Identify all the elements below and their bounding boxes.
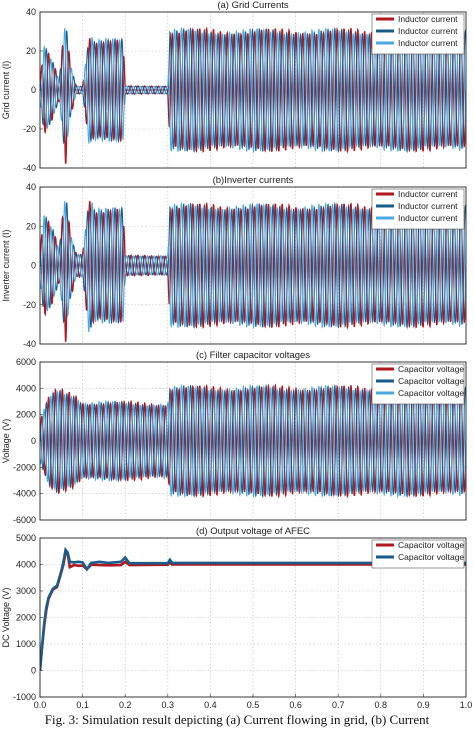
series-line-1 [40, 26, 466, 164]
y-axis-label: Voltage (V) [1, 419, 11, 464]
y-tick-label: 2000 [16, 410, 36, 420]
plot-frame [39, 361, 467, 521]
x-tick-label: 1.0 [460, 700, 473, 710]
chart-panel-c: -6000 -4000 -2000 0 2000 4000 6000 Voltage (V) (… [1, 350, 467, 525]
y-axis-label: Grid current (I) [1, 61, 11, 120]
legend-label: Inductor current [398, 26, 458, 36]
legend: Capacitor voltage Capacitor voltage Capaci… [371, 363, 465, 405]
legend-label: Capacitor voltage [398, 540, 464, 550]
series-line-2 [40, 201, 466, 330]
chart-title: (a) Grid Currents [217, 0, 289, 11]
series-line-1 [40, 200, 466, 342]
y-tick-label: 0 [31, 666, 36, 676]
y-tick-label: -20 [23, 300, 36, 310]
legend-label: Capacitor voltage [398, 376, 464, 386]
y-tick-label: 6000 [16, 357, 36, 367]
plot-frame [39, 186, 467, 345]
chart-title: (d) Output voltage of AFEC [196, 526, 310, 537]
y-axis-label: Inverter current (I) [1, 229, 11, 301]
legend-box [371, 363, 465, 405]
plot-frame [39, 537, 467, 698]
legend-label: Inductor current [398, 201, 458, 211]
x-tick-label: 0.7 [332, 700, 345, 710]
chart-title: (b)Inverter currents [213, 175, 294, 186]
chart-panel-b: -40 -20 0 20 40 Inverter current (I) (b)Invert… [1, 175, 467, 349]
series-line-1 [40, 383, 466, 499]
y-tick-label: 20 [26, 46, 36, 56]
x-tick-label: 0.5 [247, 700, 260, 710]
y-tick-label: 2000 [16, 613, 36, 623]
y-tick-label: -4000 [13, 489, 36, 499]
series-line-2 [40, 383, 466, 499]
figure-caption: Fig. 3: Simulation result depicting (a) … [44, 712, 430, 727]
y-axis-label: DC Voltage (V) [1, 587, 11, 647]
legend: Capacitor voltage Capacitor voltage [371, 539, 464, 569]
legend-label: Capacitor voltage [398, 552, 464, 562]
y-tick-label: 4000 [16, 383, 36, 393]
x-tick-label: 0.9 [417, 700, 430, 710]
y-tick-label: -20 [23, 124, 36, 134]
x-tick-label: 0.1 [76, 700, 89, 710]
y-tick-label: 0 [31, 85, 36, 95]
x-tick-label: 0.8 [375, 700, 388, 710]
series-line-2 [40, 546, 466, 671]
y-tick-label: 40 [26, 7, 36, 17]
chart-panel-a: -40 -20 0 20 40 Grid current (I) (a) Grid Curr… [1, 0, 467, 173]
series-line-2 [40, 26, 466, 154]
y-tick-label: 4000 [16, 560, 36, 570]
y-tick-label: 1000 [16, 639, 36, 649]
legend-label: Inductor current [398, 213, 458, 223]
y-tick-label: 40 [26, 182, 36, 192]
legend-label: Inductor current [398, 14, 458, 24]
x-tick-label: 0.6 [289, 700, 302, 710]
y-tick-label: 0 [31, 436, 36, 446]
y-tick-label: -40 [23, 339, 36, 349]
y-tick-label: -1000 [13, 692, 36, 702]
legend-label: Capacitor voltage [398, 364, 464, 374]
legend: Inductor current Inductor current Inductor… [371, 188, 465, 230]
x-tick-label: 0.4 [204, 700, 217, 710]
x-tick-label: 0.2 [119, 700, 132, 710]
x-tick-label: 0.0 [34, 700, 47, 710]
y-tick-label: -40 [23, 163, 36, 173]
y-tick-label: 3000 [16, 586, 36, 596]
legend-box [371, 188, 465, 230]
legend-label: Inductor current [398, 38, 458, 48]
y-tick-label: -2000 [13, 462, 36, 472]
legend-label: Capacitor voltage [398, 388, 464, 398]
y-tick-label: 20 [26, 221, 36, 231]
legend-box [371, 13, 465, 55]
chart-title: (c) Filter capacitor voltages [196, 350, 310, 361]
plot-area [40, 546, 466, 671]
y-tick-label: 5000 [16, 533, 36, 543]
y-tick-label: -6000 [13, 515, 36, 525]
legend: Inductor current Inductor current Inductor… [371, 13, 465, 55]
legend-label: Inductor current [398, 189, 458, 199]
chart-panel-d: -1000 0 1000 2000 3000 4000 5000 0.0 0.1 0.2 0.3 0.… [1, 526, 472, 710]
y-tick-label: 0 [31, 261, 36, 271]
x-tick-label: 0.3 [162, 700, 175, 710]
plot-frame [39, 11, 467, 169]
